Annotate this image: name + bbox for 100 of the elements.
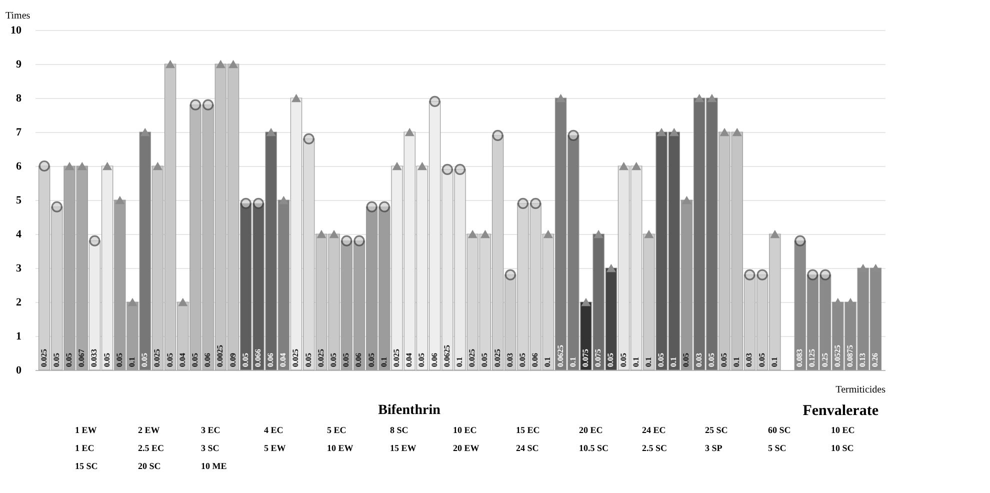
x-tick-label: 0.04 — [404, 353, 414, 367]
text: 2.5 SC — [642, 443, 668, 453]
point — [429, 96, 440, 107]
point — [770, 230, 780, 238]
x-tick-label: 0.05 — [618, 353, 628, 367]
x-tick-label: 0.083 — [795, 349, 804, 367]
point — [682, 196, 692, 204]
x-tick-label: 0.1 — [732, 357, 742, 367]
x-tick-label: 0.05 — [140, 353, 150, 367]
point — [38, 160, 50, 172]
text: 1 EW — [75, 425, 97, 435]
text: 5 SC — [768, 443, 786, 453]
point — [417, 162, 427, 170]
point — [216, 60, 226, 68]
x-tick-label: 0.05 — [682, 353, 691, 367]
x-tick-label: 0.05 — [480, 353, 490, 367]
text: Bifenthrin — [378, 403, 441, 418]
point — [744, 269, 756, 280]
x-axis-title: Termiticides — [836, 384, 886, 396]
y-tick-label: 2 — [16, 296, 22, 308]
y-axis-title: Times — [6, 10, 30, 22]
x-tick-label: 0.05 — [720, 353, 729, 367]
point — [378, 201, 390, 212]
y-tick-label: 0 — [16, 364, 22, 376]
x-tick-label: 0.05 — [417, 353, 426, 367]
point — [316, 230, 326, 238]
point — [266, 128, 276, 136]
x-tick-label: 0.067 — [77, 349, 86, 367]
x-tick-label: 0.1 — [127, 357, 136, 367]
x-tick-label: 0.1 — [644, 357, 653, 367]
point — [178, 298, 188, 306]
point — [468, 230, 478, 238]
point — [64, 162, 74, 170]
point — [619, 162, 628, 170]
x-tick-label: 0.1 — [770, 357, 779, 367]
point — [252, 198, 264, 209]
point — [292, 94, 301, 102]
text: 8 SC — [390, 425, 408, 435]
x-tick-label: 0.1 — [669, 357, 678, 367]
point — [732, 128, 742, 136]
x-tick-label: 0.05 — [606, 353, 616, 367]
x-tick-label: 0.06 — [354, 353, 364, 367]
text: 10 EC — [831, 425, 855, 435]
point — [392, 162, 402, 170]
x-tick-label: 0.09 — [228, 353, 238, 367]
point — [517, 198, 529, 209]
text: 3 EC — [201, 425, 220, 435]
text: 25 SC — [705, 425, 728, 435]
point — [102, 162, 112, 170]
point — [543, 230, 553, 238]
y-tick-label: 5 — [16, 194, 22, 206]
x-tick-label: 0.13 — [858, 353, 868, 367]
x-tick-label: 0.0025 — [216, 345, 225, 367]
x-tick-label: 0.04 — [178, 353, 187, 367]
point — [404, 128, 414, 136]
x-tick-label: 0.05 — [342, 353, 351, 367]
x-tick-label: 0.03 — [744, 353, 754, 367]
x-tick-label: 0.066 — [253, 349, 262, 367]
point — [656, 128, 666, 136]
x-tick-label: 0.075 — [580, 349, 590, 367]
y-tick-label: 9 — [16, 58, 22, 70]
point — [454, 164, 466, 175]
point — [720, 128, 730, 136]
point — [530, 198, 542, 209]
y-tick-label: 8 — [16, 92, 22, 104]
point — [140, 128, 150, 136]
text: 10 EW — [327, 443, 354, 453]
text: 20 EC — [579, 425, 603, 435]
x-tick-label: 0.05 — [656, 353, 666, 367]
y-tick-label: 1 — [16, 330, 22, 342]
text: 4 EC — [264, 425, 284, 435]
x-tick-label: 0.05 — [304, 353, 313, 367]
x-tick-label: 0.06 — [203, 353, 212, 367]
text: 10 SC — [831, 443, 854, 453]
text: 60 SC — [768, 425, 791, 435]
x-tick-label: 0.05 — [366, 353, 376, 367]
x-tick-label: 0.025 — [492, 349, 502, 367]
point — [504, 269, 516, 280]
x-tick-label: 0.05 — [165, 353, 174, 367]
x-tick-label: 0.1 — [568, 357, 578, 367]
point — [606, 264, 616, 272]
x-tick-label: 0.05 — [64, 353, 74, 367]
x-tick-label: 0.05 — [240, 353, 250, 367]
x-tick-label: 0.1 — [455, 357, 464, 367]
x-tick-label: 0.025 — [468, 349, 477, 367]
x-tick-label: 0.03 — [694, 353, 704, 367]
text: 3 SC — [201, 443, 220, 453]
point — [89, 235, 100, 246]
x-tick-label: 0.05 — [329, 353, 338, 367]
x-tick-label: 0.025 — [291, 349, 300, 367]
x-tick-label: 0.25 — [820, 353, 830, 367]
x-tick-label: 0.025 — [39, 349, 48, 367]
x-tick-label: 0.03 — [505, 353, 514, 367]
text: Fenvalerate — [802, 403, 879, 419]
text: 3 SP — [705, 443, 723, 453]
point — [694, 94, 704, 102]
point — [228, 60, 238, 68]
point — [278, 196, 288, 204]
text: 15 EW — [390, 443, 416, 453]
x-tick-label: 0.05 — [102, 353, 112, 367]
